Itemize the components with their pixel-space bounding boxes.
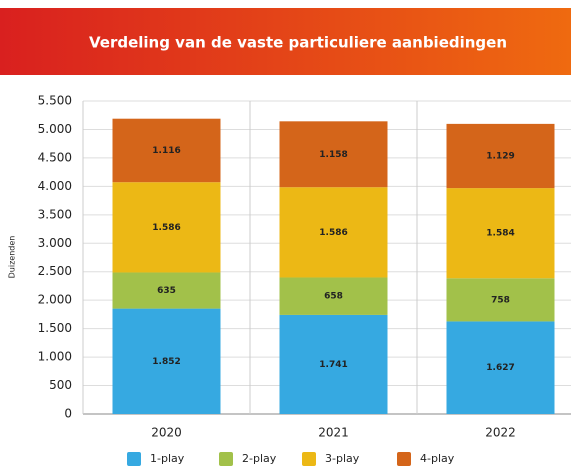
- y-tick-label: 3.000: [38, 236, 72, 250]
- x-tick-label: 2022: [485, 426, 516, 440]
- y-tick-label: 5.500: [38, 94, 72, 108]
- data-label: 1.741: [319, 360, 347, 370]
- data-label: 1.116: [152, 146, 180, 156]
- bar-segment: [112, 308, 221, 414]
- y-tick-label: 2.000: [38, 293, 72, 307]
- data-label: 1.852: [152, 357, 180, 367]
- legend-swatch: [127, 452, 141, 466]
- title-banner: [0, 8, 571, 75]
- data-label: 635: [157, 286, 176, 296]
- legend-swatch: [302, 452, 316, 466]
- y-tick-label: 500: [49, 378, 72, 392]
- data-label: 1.584: [486, 229, 514, 239]
- x-tick-label: 2020: [151, 426, 182, 440]
- legend-label: 4-play: [420, 452, 455, 465]
- bar-segment: [112, 182, 221, 273]
- bar-segment: [279, 277, 388, 315]
- y-tick-label: 5.000: [38, 122, 72, 136]
- legend-label: 1-play: [150, 452, 185, 465]
- y-tick-label: 4.500: [38, 150, 72, 164]
- legend-label: 2-play: [242, 452, 277, 465]
- y-tick-label: 2.500: [38, 264, 72, 278]
- x-tick-label: 2021: [318, 426, 349, 440]
- bar-segment: [446, 123, 555, 189]
- data-label: 658: [324, 292, 343, 302]
- bar-segment: [446, 188, 555, 279]
- legend-swatch: [397, 452, 411, 466]
- bar-segment: [279, 187, 388, 278]
- y-tick-label: 1.000: [38, 350, 72, 364]
- y-tick-label: 4.000: [38, 179, 72, 193]
- legend-label: 3-play: [325, 452, 360, 465]
- legend-swatch: [219, 452, 233, 466]
- bar-segment: [112, 118, 221, 183]
- bar-segment: [112, 272, 221, 309]
- data-label: 1.129: [486, 152, 514, 162]
- y-tick-label: 3.500: [38, 207, 72, 221]
- data-label: 1.586: [152, 223, 180, 233]
- chart-title: Verdeling van de vaste particuliere aanb…: [89, 34, 507, 52]
- y-tick-label: 1.500: [38, 321, 72, 335]
- data-label: 1.158: [319, 150, 347, 160]
- y-axis-title: Duizenden: [8, 236, 17, 279]
- y-tick-label: 0: [64, 407, 72, 421]
- data-label: 1.586: [319, 228, 347, 238]
- bar-segment: [446, 321, 555, 414]
- bar-segment: [446, 278, 555, 322]
- bar-segment: [279, 314, 388, 414]
- bar-segment: [279, 121, 388, 188]
- data-label: 758: [491, 295, 510, 305]
- data-label: 1.627: [486, 363, 514, 373]
